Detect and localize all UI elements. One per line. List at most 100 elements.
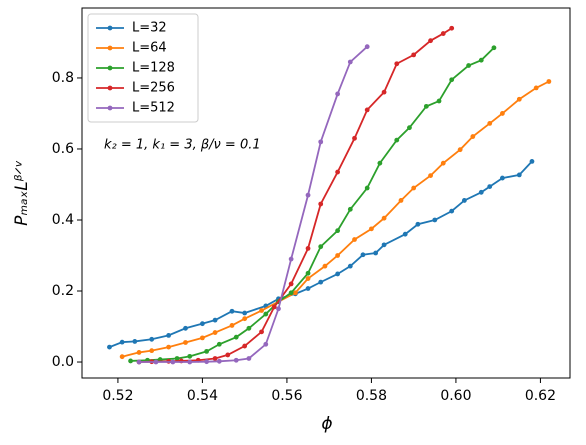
data-point [107, 344, 112, 350]
data-point [305, 245, 311, 251]
data-point [440, 31, 446, 36]
data-point [381, 242, 387, 248]
data-point [347, 263, 353, 269]
data-point [136, 350, 142, 355]
y-tick-label: 0.0 [52, 354, 74, 370]
data-point [292, 290, 298, 296]
data-point [132, 339, 138, 344]
data-point [200, 321, 205, 327]
data-point [318, 244, 324, 250]
data-point [529, 158, 535, 164]
data-point [407, 125, 412, 131]
data-point [242, 316, 248, 322]
data-point [305, 276, 311, 281]
data-point [428, 38, 433, 44]
data-point [369, 226, 374, 232]
data-point [478, 57, 484, 63]
data-point [398, 198, 404, 203]
data-point [487, 121, 493, 126]
data-point [432, 217, 438, 223]
data-point [259, 329, 264, 335]
data-point [183, 325, 188, 331]
legend-label: L=64 [132, 41, 167, 56]
data-point [166, 344, 172, 350]
data-point [242, 310, 248, 316]
legend-marker [107, 25, 113, 31]
data-point [364, 185, 370, 191]
annotation: k₂ = 1, k₁ = 3, β/ν = 0.1 [104, 138, 261, 153]
data-point [394, 137, 400, 143]
data-point [436, 98, 442, 104]
series-line [109, 160, 533, 348]
legend-label: L=512 [132, 101, 175, 116]
data-point [174, 356, 180, 361]
legend-label: L=128 [132, 61, 175, 76]
data-point [373, 250, 379, 256]
data-point [242, 343, 248, 349]
legend-label: L=256 [132, 81, 175, 96]
data-point [288, 256, 294, 262]
plot-frame [81, 7, 571, 379]
data-point [402, 231, 408, 237]
data-point [499, 111, 505, 116]
data-point [352, 135, 357, 141]
legend-label: L=32 [132, 21, 167, 36]
data-point [499, 175, 505, 181]
y-tick-label: 0.8 [52, 70, 74, 86]
data-point [183, 340, 188, 345]
legend-marker [107, 65, 113, 71]
x-axis-label: ϕ [321, 414, 332, 434]
series-line [139, 46, 368, 363]
data-point [335, 91, 341, 97]
x-tick-label: 0.52 [102, 388, 133, 404]
data-point [394, 61, 400, 67]
legend-marker [107, 85, 113, 91]
data-point [449, 77, 455, 83]
data-point [187, 353, 193, 359]
data-point [381, 215, 387, 221]
data-point [153, 359, 159, 365]
data-point [149, 336, 155, 342]
data-point [318, 139, 324, 145]
data-point [225, 352, 231, 358]
data-point [478, 189, 484, 195]
data-point [428, 173, 433, 179]
data-point [347, 59, 353, 65]
data-point [411, 185, 417, 191]
data-point [516, 96, 522, 102]
data-point [423, 103, 429, 109]
data-point [470, 134, 476, 139]
data-point [449, 25, 455, 31]
data-point [216, 341, 222, 347]
data-point [335, 271, 341, 277]
data-point [204, 348, 210, 354]
data-point [305, 192, 311, 198]
data-point [457, 147, 463, 153]
data-point [271, 304, 277, 310]
data-point [335, 228, 341, 234]
data-point [263, 341, 269, 347]
y-tick-label: 0.2 [52, 283, 74, 299]
data-point [335, 169, 341, 175]
data-point [229, 308, 235, 314]
data-point [516, 172, 522, 178]
legend-marker [107, 45, 113, 51]
data-point [318, 201, 324, 207]
legend-box [87, 13, 199, 123]
data-point [288, 281, 294, 287]
x-tick-label: 0.58 [356, 388, 387, 404]
data-point [170, 359, 176, 365]
x-tick-label: 0.60 [440, 388, 471, 404]
data-point [466, 63, 471, 68]
data-point [212, 356, 218, 361]
data-point [305, 286, 311, 291]
data-point [187, 359, 193, 365]
data-point [377, 160, 383, 166]
data-point [533, 85, 539, 91]
data-point [335, 253, 341, 258]
data-point [263, 311, 269, 317]
data-point [288, 290, 294, 296]
data-point [233, 334, 239, 340]
data-point [461, 198, 467, 203]
